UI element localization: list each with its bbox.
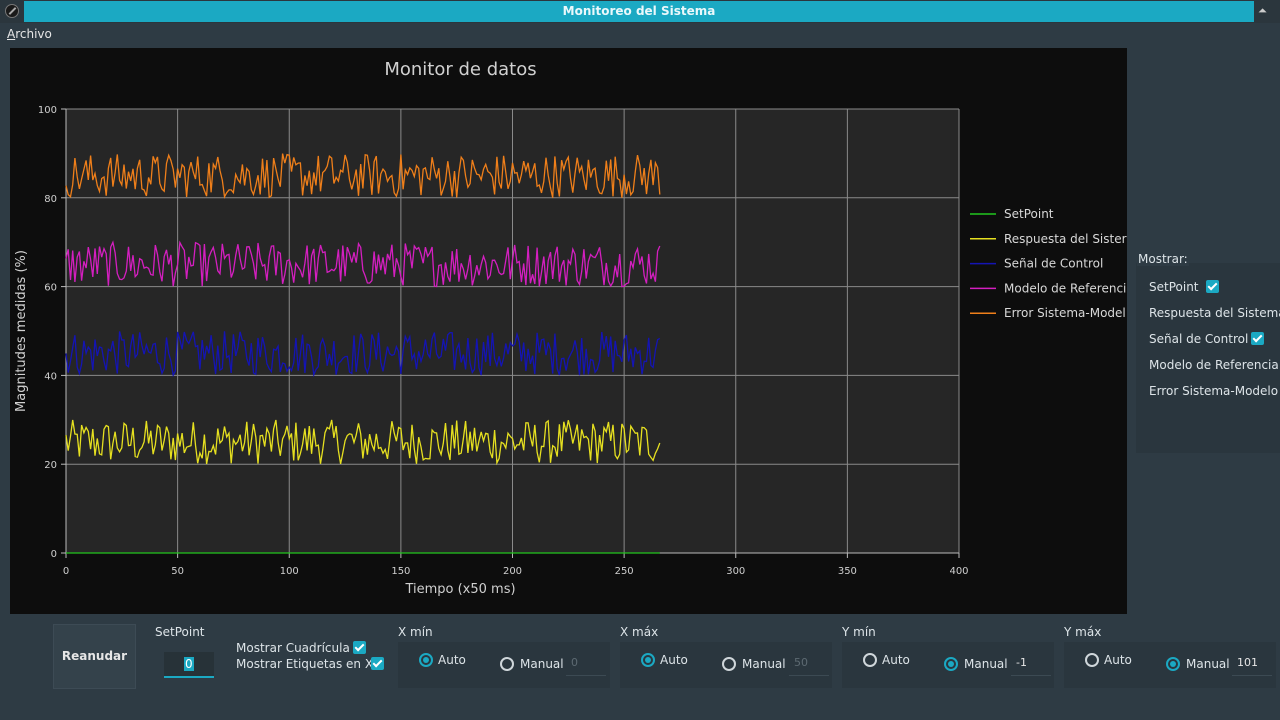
display-group	[1136, 263, 1280, 453]
show-error-label: Error Sistema-Modelo	[1149, 384, 1279, 398]
xmin-auto-label: Auto	[438, 653, 466, 667]
show-x-labels-label: Mostrar Etiquetas en X	[236, 657, 374, 671]
y-tick-label: 60	[44, 283, 57, 294]
xmin-manual-radio[interactable]	[500, 657, 514, 671]
show-senal-row[interactable]: Señal de Control	[1149, 332, 1248, 346]
title-bar: Monitoreo del Sistema ⏶	[0, 0, 1280, 23]
ymax-auto-radio[interactable]	[1085, 653, 1099, 667]
xmax-value-field[interactable]: 50	[789, 652, 829, 676]
show-modelo-label: Modelo de Referencia	[1149, 358, 1279, 372]
xmin-manual-label: Manual	[520, 657, 564, 671]
ymax-value-field[interactable]: 101	[1232, 652, 1272, 676]
xmax-manual-label: Manual	[742, 657, 786, 671]
ymin-label: Y mín	[842, 625, 876, 639]
xmax-auto-radio[interactable]	[641, 653, 655, 667]
window-title: Monitoreo del Sistema	[24, 1, 1254, 22]
xmin-label: X mín	[398, 625, 433, 639]
ymin-manual-radio[interactable]	[944, 657, 958, 671]
legend-label: Señal de Control	[1004, 257, 1103, 271]
show-x-labels-checkbox[interactable]	[371, 657, 384, 670]
show-grid-label: Mostrar Cuadrícula	[236, 641, 350, 655]
show-setpoint-label: SetPoint	[1149, 280, 1199, 294]
ymax-manual-radio[interactable]	[1166, 657, 1180, 671]
x-tick-label: 150	[391, 566, 410, 577]
legend-label: Modelo de Referenci	[1004, 281, 1126, 295]
y-tick-label: 40	[44, 371, 57, 382]
y-tick-label: 20	[44, 460, 57, 471]
y-tick-label: 100	[38, 105, 57, 116]
menu-archivo-label: rchivo	[15, 27, 52, 41]
show-grid-checkbox[interactable]	[353, 641, 366, 654]
setpoint-input[interactable]: 0	[164, 652, 214, 678]
ymax-label: Y máx	[1064, 625, 1102, 639]
ymin-manual-label: Manual	[964, 657, 1008, 671]
legend-label: SetPoint	[1004, 207, 1054, 221]
x-tick-label: 400	[949, 566, 968, 577]
ymax-manual-label: Manual	[1186, 657, 1230, 671]
x-tick-label: 50	[171, 566, 184, 577]
chart-title: Monitor de datos	[384, 59, 536, 80]
series-line-1	[65, 419, 661, 466]
legend-label: Respuesta del Sister	[1004, 232, 1127, 246]
ymax-auto-label: Auto	[1104, 653, 1132, 667]
show-respuesta-label: Respuesta del Sistema	[1149, 306, 1280, 320]
reanudar-button[interactable]: Reanudar	[53, 624, 136, 689]
x-tick-label: 200	[503, 566, 522, 577]
show-respuesta-row[interactable]: Respuesta del Sistema	[1149, 306, 1280, 320]
x-axis-label: Tiempo (x50 ms)	[404, 582, 515, 597]
setpoint-label: SetPoint	[155, 625, 205, 639]
ymin-auto-label: Auto	[882, 653, 910, 667]
legend-label: Error Sistema-Model	[1004, 306, 1126, 320]
ymin-value-field[interactable]: -1	[1011, 652, 1051, 676]
x-tick-label: 100	[280, 566, 299, 577]
menu-bar: Archivo	[0, 24, 1280, 46]
x-tick-label: 250	[615, 566, 634, 577]
display-group-label: Mostrar:	[1137, 252, 1189, 266]
y-axis-label: Magnitudes medidas (%)	[14, 250, 29, 412]
show-error-row[interactable]: Error Sistema-Modelo	[1149, 384, 1278, 398]
show-setpoint-checkbox[interactable]	[1206, 280, 1219, 293]
maximize-icon[interactable]: ⏶	[1258, 4, 1267, 17]
app-icon[interactable]	[5, 4, 19, 18]
setpoint-value: 0	[184, 657, 194, 671]
show-modelo-row[interactable]: Modelo de Referencia	[1149, 358, 1279, 372]
show-setpoint-row[interactable]: SetPoint	[1149, 280, 1199, 294]
xmax-auto-label: Auto	[660, 653, 688, 667]
x-tick-label: 350	[838, 566, 857, 577]
series-line-4	[65, 153, 661, 199]
menu-archivo-mnemonic: A	[7, 27, 16, 41]
xmin-value-field[interactable]: 0	[566, 652, 606, 676]
ymin-auto-radio[interactable]	[863, 653, 877, 667]
x-tick-label: 300	[726, 566, 745, 577]
xmax-manual-radio[interactable]	[722, 657, 736, 671]
series-line-2	[65, 331, 661, 378]
series-line-3	[65, 240, 661, 288]
y-tick-label: 80	[44, 194, 57, 205]
y-tick-label: 0	[51, 549, 57, 560]
menu-archivo[interactable]: Archivo	[7, 27, 52, 41]
show-senal-label: Señal de Control	[1149, 332, 1249, 346]
plot-area[interactable]: 0 50 100 150 200 250 300 350 400 0 20 40 60 80 100 Moni…	[10, 48, 1127, 614]
xmin-auto-radio[interactable]	[419, 653, 433, 667]
x-tick-label: 0	[63, 566, 69, 577]
show-senal-checkbox[interactable]	[1251, 332, 1264, 345]
data-monitor-chart: 0 50 100 150 200 250 300 350 400 0 20 40 60 80 100 Moni…	[14, 59, 1127, 597]
display-panel: Mostrar: SetPoint Respuesta del Sistema …	[1127, 48, 1280, 614]
xmax-label: X máx	[620, 625, 659, 639]
controls-bar: Reanudar SetPoint 0 Mostrar Cuadrícula M…	[0, 614, 1280, 720]
